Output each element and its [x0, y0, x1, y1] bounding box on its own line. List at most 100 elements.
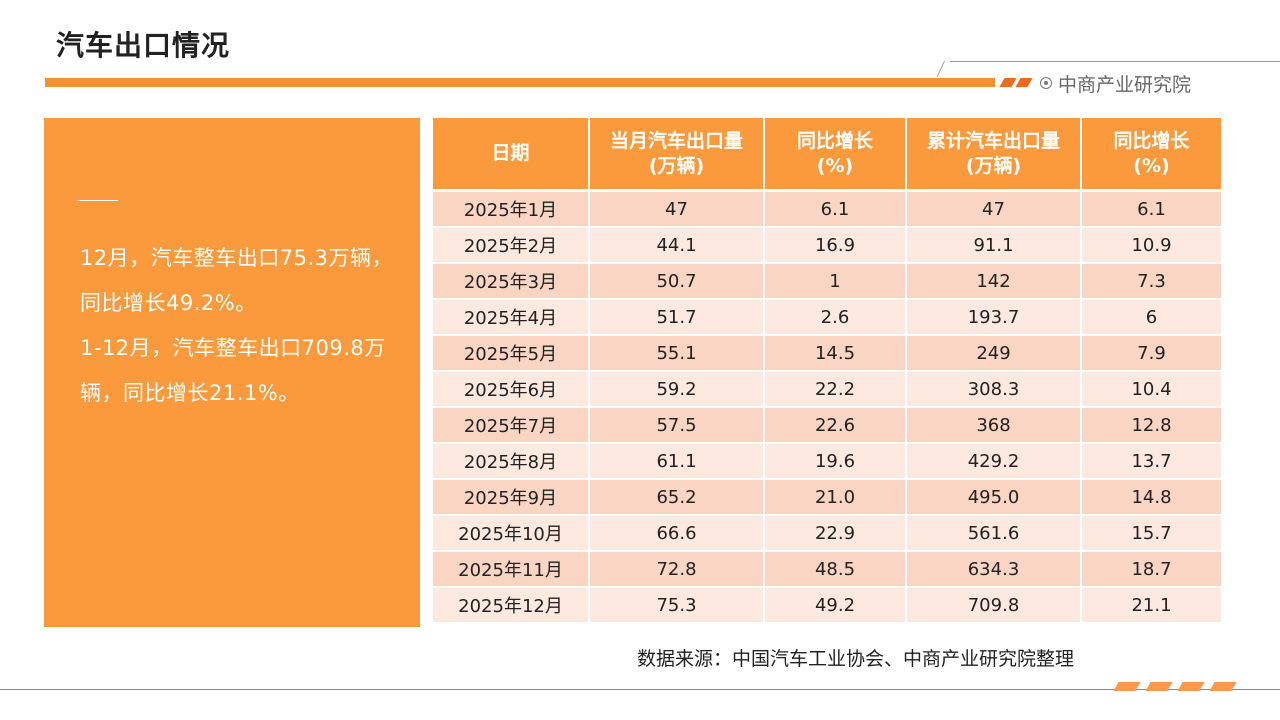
table-cell: 7.9	[1080, 334, 1221, 371]
table-cell: 16.9	[763, 226, 906, 263]
table-cell: 18.7	[1080, 550, 1221, 587]
footer-stripe	[1177, 682, 1205, 691]
table-cell: 2025年8月	[433, 442, 589, 479]
table-cell: 2025年2月	[433, 226, 589, 263]
table-cell: 65.2	[588, 478, 764, 515]
table-cell: 57.5	[588, 406, 764, 443]
title-underline-bar	[45, 78, 995, 87]
table-row: 2025年8月 61.1 19.6 429.2 13.7	[433, 442, 1221, 479]
summary-panel: 12月，汽车整车出口75.3万辆，同比增长49.2%。 1-12月，汽车整车出口…	[44, 118, 420, 627]
table-cell: 2025年6月	[433, 370, 589, 407]
table-cell: 51.7	[588, 298, 764, 335]
footer-stripe	[1113, 682, 1141, 691]
table-row: 2025年6月 59.2 22.2 308.3 10.4	[433, 370, 1221, 407]
table-cell: 2025年10月	[433, 514, 589, 551]
brand-logo: 中商产业研究院	[1040, 70, 1191, 96]
table-cell: 14.5	[763, 334, 906, 371]
table-row: 2025年2月 44.1 16.9 91.1 10.9	[433, 226, 1221, 263]
table-cell: 7.3	[1080, 262, 1221, 299]
table-cell: 2025年3月	[433, 262, 589, 299]
table-cell: 22.6	[763, 406, 906, 443]
table-cell: 15.7	[1080, 514, 1221, 551]
table-row: 2025年4月 51.7 2.6 193.7 6	[433, 298, 1221, 335]
table-cell: 2025年9月	[433, 478, 589, 515]
table-cell: 193.7	[905, 298, 1081, 335]
table-cell: 91.1	[905, 226, 1081, 263]
table-cell: 47	[588, 189, 764, 227]
table-cell: 249	[905, 334, 1081, 371]
summary-line-cumulative: 1-12月，汽车整车出口709.8万辆，同比增长21.1%。	[80, 336, 386, 405]
table-header-row: 日期 当月汽车出口量 (万辆) 同比增长 (%) 累计汽车出口量 (万辆) 同比增长 (…	[433, 118, 1221, 192]
export-data-table: 日期 当月汽车出口量 (万辆) 同比增长 (%) 累计汽车出口量 (万辆) 同比增长 (…	[433, 118, 1221, 622]
column-header: 累计汽车出口量 (万辆)	[905, 118, 1081, 192]
table-cell: 47	[905, 189, 1081, 227]
table-cell: 2025年4月	[433, 298, 589, 335]
table-cell: 495.0	[905, 478, 1081, 515]
brand-stripes-decoration	[998, 78, 1033, 88]
header-divider-line	[950, 61, 1280, 62]
table-cell: 2025年5月	[433, 334, 589, 371]
table-cell: 6.1	[1080, 189, 1221, 227]
column-header: 同比增长 (%)	[763, 118, 906, 192]
summary-divider	[78, 200, 118, 201]
table-cell: 2025年12月	[433, 586, 589, 622]
table-row: 2025年3月 50.7 1 142 7.3	[433, 262, 1221, 299]
brand-stripe	[999, 78, 1017, 87]
table-cell: 12.8	[1080, 406, 1221, 443]
table-cell: 75.3	[588, 586, 764, 622]
table-cell: 2025年7月	[433, 406, 589, 443]
table-cell: 49.2	[763, 586, 906, 622]
table-cell: 48.5	[763, 550, 906, 587]
table-cell: 368	[905, 406, 1081, 443]
page-title: 汽车出口情况	[56, 29, 231, 62]
table-cell: 6	[1080, 298, 1221, 335]
table-cell: 709.8	[905, 586, 1081, 622]
brand-name: 中商产业研究院	[1058, 73, 1192, 96]
table-cell: 142	[905, 262, 1081, 299]
table-cell: 19.6	[763, 442, 906, 479]
table-cell: 10.4	[1080, 370, 1221, 407]
table-cell: 55.1	[588, 334, 764, 371]
column-header: 日期	[433, 118, 589, 192]
table-body: 2025年1月 47 6.1 47 6.1 2025年2月 44.1 16.9 91.1 10.9…	[433, 189, 1221, 622]
table-cell: 429.2	[905, 442, 1081, 479]
table-row: 2025年7月 57.5 22.6 368 12.8	[433, 406, 1221, 443]
summary-line-monthly: 12月，汽车整车出口75.3万辆，同比增长49.2%。	[80, 246, 393, 315]
data-source-note: 数据来源：中国汽车工业协会、中商产业研究院整理	[637, 648, 1075, 670]
table-cell: 61.1	[588, 442, 764, 479]
footer-stripes-decoration	[1112, 682, 1242, 692]
column-header: 同比增长 (%)	[1080, 118, 1221, 192]
table-cell: 44.1	[588, 226, 764, 263]
table-cell: 66.6	[588, 514, 764, 551]
table-cell: 561.6	[905, 514, 1081, 551]
table-cell: 10.9	[1080, 226, 1221, 263]
table-cell: 2.6	[763, 298, 906, 335]
table-cell: 21.0	[763, 478, 906, 515]
table-cell: 14.8	[1080, 478, 1221, 515]
table-cell: 6.1	[763, 189, 906, 227]
footer-stripe	[1145, 682, 1173, 691]
footer-divider-line	[0, 689, 1280, 690]
table-cell: 2025年11月	[433, 550, 589, 587]
table-cell: 308.3	[905, 370, 1081, 407]
table-cell: 21.1	[1080, 586, 1221, 622]
table-cell: 59.2	[588, 370, 764, 407]
table-row: 2025年10月 66.6 22.9 561.6 15.7	[433, 514, 1221, 551]
table-row: 2025年11月 72.8 48.5 634.3 18.7	[433, 550, 1221, 587]
header-divider-slant	[936, 61, 945, 77]
table-row: 2025年1月 47 6.1 47 6.1	[433, 189, 1221, 227]
brand-stripe	[1015, 78, 1033, 87]
table-row: 2025年9月 65.2 21.0 495.0 14.8	[433, 478, 1221, 515]
table-cell: 22.2	[763, 370, 906, 407]
footer-stripe	[1209, 682, 1237, 691]
table-cell: 22.9	[763, 514, 906, 551]
target-circle-icon	[1040, 77, 1052, 89]
table-cell: 50.7	[588, 262, 764, 299]
table-cell: 1	[763, 262, 906, 299]
column-header: 当月汽车出口量 (万辆)	[588, 118, 764, 192]
table-cell: 72.8	[588, 550, 764, 587]
table-cell: 2025年1月	[433, 189, 589, 227]
table-row: 2025年12月 75.3 49.2 709.8 21.1	[433, 586, 1221, 622]
table-row: 2025年5月 55.1 14.5 249 7.9	[433, 334, 1221, 371]
table-cell: 634.3	[905, 550, 1081, 587]
